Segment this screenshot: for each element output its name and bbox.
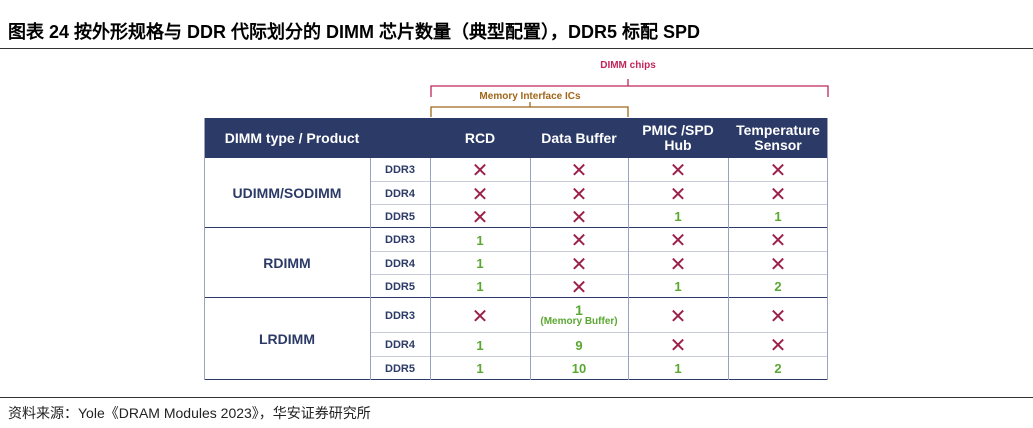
cell: ✕ [570, 158, 588, 182]
generation: DDR5 [385, 362, 415, 375]
column-header: DIMM type / Product [204, 118, 430, 158]
dimm-chips-label: DIMM chips [600, 60, 656, 71]
cell: ✕ [570, 204, 588, 229]
cell: 1 [476, 361, 484, 376]
cell: ✕ [669, 228, 687, 252]
row-line [370, 332, 828, 333]
cell: ✕ [669, 251, 687, 276]
cell: ✕ [769, 158, 787, 182]
column-header: Data Buffer [530, 118, 628, 158]
col-line [430, 158, 431, 380]
row-line [370, 274, 828, 275]
generation: DDR5 [385, 280, 415, 293]
cell: 1 [476, 279, 484, 294]
cell: ✕ [669, 158, 687, 182]
cell-value: 1 [575, 301, 583, 318]
group-name: UDIMM/SODIMM [232, 185, 342, 201]
cell: 1 [674, 361, 682, 376]
row-line [370, 356, 828, 357]
cell: 1 [476, 232, 484, 248]
row-line [370, 181, 828, 182]
cell: ✕ [669, 333, 687, 357]
interface-bracket [430, 102, 629, 117]
generation: DDR4 [385, 339, 415, 351]
table-left [204, 118, 205, 380]
cell: 1 (Memory Buffer) [530, 298, 628, 333]
cell: ✕ [471, 181, 489, 206]
cell: ✕ [570, 181, 588, 206]
group-line [204, 297, 828, 298]
cell: ✕ [471, 303, 489, 328]
rule [0, 397, 1033, 398]
generation: DDR5 [385, 210, 415, 223]
cell: ✕ [769, 333, 787, 357]
row-line [370, 204, 828, 205]
brackets: DIMM chips Memory Interface ICs [430, 60, 829, 117]
group-name: LRDIMM [259, 331, 315, 347]
column-header: RCD [430, 118, 530, 158]
cell: 10 [571, 361, 587, 376]
cell: ✕ [570, 251, 588, 276]
title: 图表 24 按外形规格与 DDR 代际划分的 DIMM 芯片数量（典型配置），D… [8, 22, 701, 42]
column-header: Temperature Sensor [728, 118, 828, 158]
cell-note: (Memory Buffer) [540, 315, 618, 327]
row-line [370, 251, 828, 252]
generation: DDR4 [385, 187, 415, 200]
cell: ✕ [769, 181, 787, 206]
group-line [204, 227, 828, 228]
cell: ✕ [669, 303, 687, 328]
generation: DDR3 [385, 164, 415, 176]
cell: 2 [774, 361, 782, 376]
cell: ✕ [570, 228, 588, 252]
generation: DDR4 [385, 257, 415, 270]
col-line [530, 158, 531, 380]
rule [0, 48, 1033, 49]
column-header: PMIC /SPD Hub [628, 118, 728, 158]
interface-label: Memory Interface ICs [479, 91, 581, 102]
cell: 1 [674, 279, 682, 294]
cell: ✕ [471, 204, 489, 229]
dimm-chips-bracket [430, 79, 829, 97]
cell: 1 [476, 256, 484, 271]
group-line [204, 379, 828, 380]
group-name: RDIMM [263, 255, 311, 271]
cell: ✕ [471, 158, 489, 182]
cell: ✕ [769, 228, 787, 252]
table-right [827, 118, 828, 380]
source: 资料来源：Yole《DRAM Modules 2023》，华安证券研究所 [8, 405, 371, 421]
cell: 1 [774, 209, 782, 224]
cell: ✕ [669, 181, 687, 206]
col-line [370, 158, 371, 380]
col-line [728, 158, 729, 380]
cell: 1 [674, 209, 682, 224]
cell: 2 [774, 279, 782, 294]
col-line [628, 158, 629, 380]
generation: DDR3 [385, 309, 415, 322]
cell: ✕ [570, 274, 588, 299]
cell: 1 [476, 337, 484, 353]
generation: DDR3 [385, 234, 415, 246]
cell: ✕ [769, 251, 787, 276]
cell: ✕ [769, 303, 787, 328]
cell: 9 [575, 337, 583, 353]
